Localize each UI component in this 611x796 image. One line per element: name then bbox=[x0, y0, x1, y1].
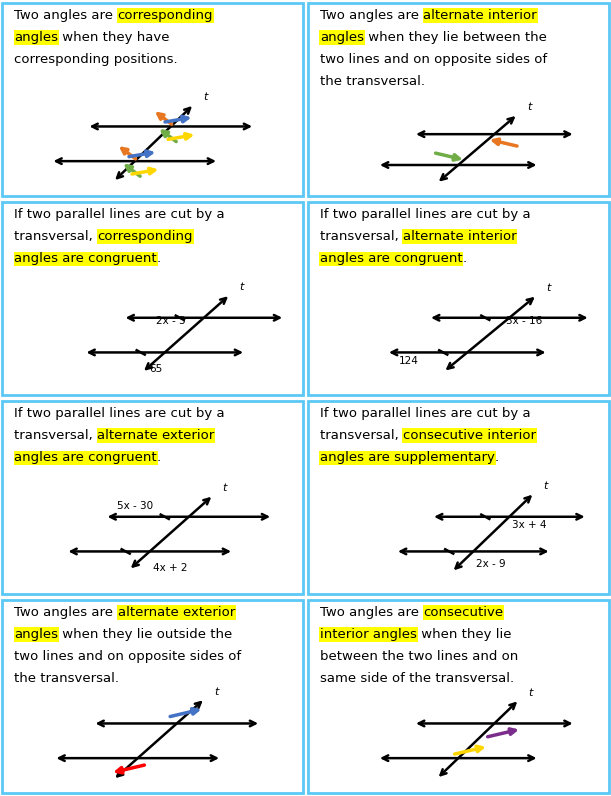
Text: transversal,: transversal, bbox=[15, 230, 98, 243]
Text: angles: angles bbox=[320, 31, 364, 44]
Text: 4x + 2: 4x + 2 bbox=[153, 563, 187, 572]
Text: .: . bbox=[463, 252, 467, 265]
Text: t: t bbox=[543, 481, 547, 491]
Text: t: t bbox=[527, 102, 531, 112]
Text: alternate interior: alternate interior bbox=[423, 9, 537, 22]
Text: .: . bbox=[157, 252, 161, 265]
Text: same side of the transversal.: same side of the transversal. bbox=[320, 673, 514, 685]
Text: interior angles: interior angles bbox=[320, 628, 417, 641]
Text: Two angles are: Two angles are bbox=[15, 9, 118, 22]
Text: transversal,: transversal, bbox=[320, 429, 403, 442]
Text: transversal,: transversal, bbox=[320, 230, 403, 243]
Text: the transversal.: the transversal. bbox=[320, 76, 425, 88]
Text: 2x - 9: 2x - 9 bbox=[477, 559, 506, 569]
Text: alternate exterior: alternate exterior bbox=[118, 606, 235, 619]
Text: corresponding positions.: corresponding positions. bbox=[15, 53, 178, 66]
Text: two lines and on opposite sides of: two lines and on opposite sides of bbox=[320, 53, 547, 66]
Text: 3x + 4: 3x + 4 bbox=[513, 521, 547, 530]
Text: 65: 65 bbox=[150, 364, 163, 373]
Text: when they lie between the: when they lie between the bbox=[364, 31, 547, 44]
Text: when they lie outside the: when they lie outside the bbox=[59, 628, 233, 641]
Text: t: t bbox=[214, 687, 218, 696]
Text: t: t bbox=[240, 283, 244, 292]
Text: angles are congruent: angles are congruent bbox=[15, 451, 157, 464]
Text: between the two lines and on: between the two lines and on bbox=[320, 650, 518, 663]
Text: angles: angles bbox=[15, 628, 59, 641]
Text: .: . bbox=[495, 451, 499, 464]
Text: transversal,: transversal, bbox=[15, 429, 98, 442]
Text: angles are congruent: angles are congruent bbox=[15, 252, 157, 265]
Text: If two parallel lines are cut by a: If two parallel lines are cut by a bbox=[320, 208, 530, 221]
Text: angles are supplementary: angles are supplementary bbox=[320, 451, 495, 464]
Text: 2x - 3: 2x - 3 bbox=[156, 315, 185, 326]
Text: .: . bbox=[157, 451, 161, 464]
Text: consecutive interior: consecutive interior bbox=[403, 429, 536, 442]
Text: If two parallel lines are cut by a: If two parallel lines are cut by a bbox=[320, 407, 530, 420]
Text: alternate interior: alternate interior bbox=[403, 230, 516, 243]
Text: consecutive: consecutive bbox=[423, 606, 503, 619]
Text: 5x - 30: 5x - 30 bbox=[117, 501, 153, 511]
Text: corresponding: corresponding bbox=[118, 9, 213, 22]
Text: If two parallel lines are cut by a: If two parallel lines are cut by a bbox=[15, 208, 225, 221]
Text: t: t bbox=[222, 483, 227, 493]
Text: two lines and on opposite sides of: two lines and on opposite sides of bbox=[15, 650, 241, 663]
Text: t: t bbox=[546, 283, 551, 293]
Text: 124: 124 bbox=[400, 356, 419, 366]
Text: t: t bbox=[529, 688, 533, 697]
Text: angles: angles bbox=[15, 31, 59, 44]
Text: the transversal.: the transversal. bbox=[15, 673, 120, 685]
Text: when they have: when they have bbox=[59, 31, 170, 44]
Text: Two angles are: Two angles are bbox=[320, 606, 423, 619]
Text: If two parallel lines are cut by a: If two parallel lines are cut by a bbox=[15, 407, 225, 420]
Text: corresponding: corresponding bbox=[98, 230, 193, 243]
Text: Two angles are: Two angles are bbox=[15, 606, 118, 619]
Text: t: t bbox=[203, 92, 208, 102]
Text: alternate exterior: alternate exterior bbox=[98, 429, 214, 442]
Text: when they lie: when they lie bbox=[417, 628, 511, 641]
Text: 3x - 16: 3x - 16 bbox=[507, 315, 543, 326]
Text: angles are congruent: angles are congruent bbox=[320, 252, 463, 265]
Text: Two angles are: Two angles are bbox=[320, 9, 423, 22]
